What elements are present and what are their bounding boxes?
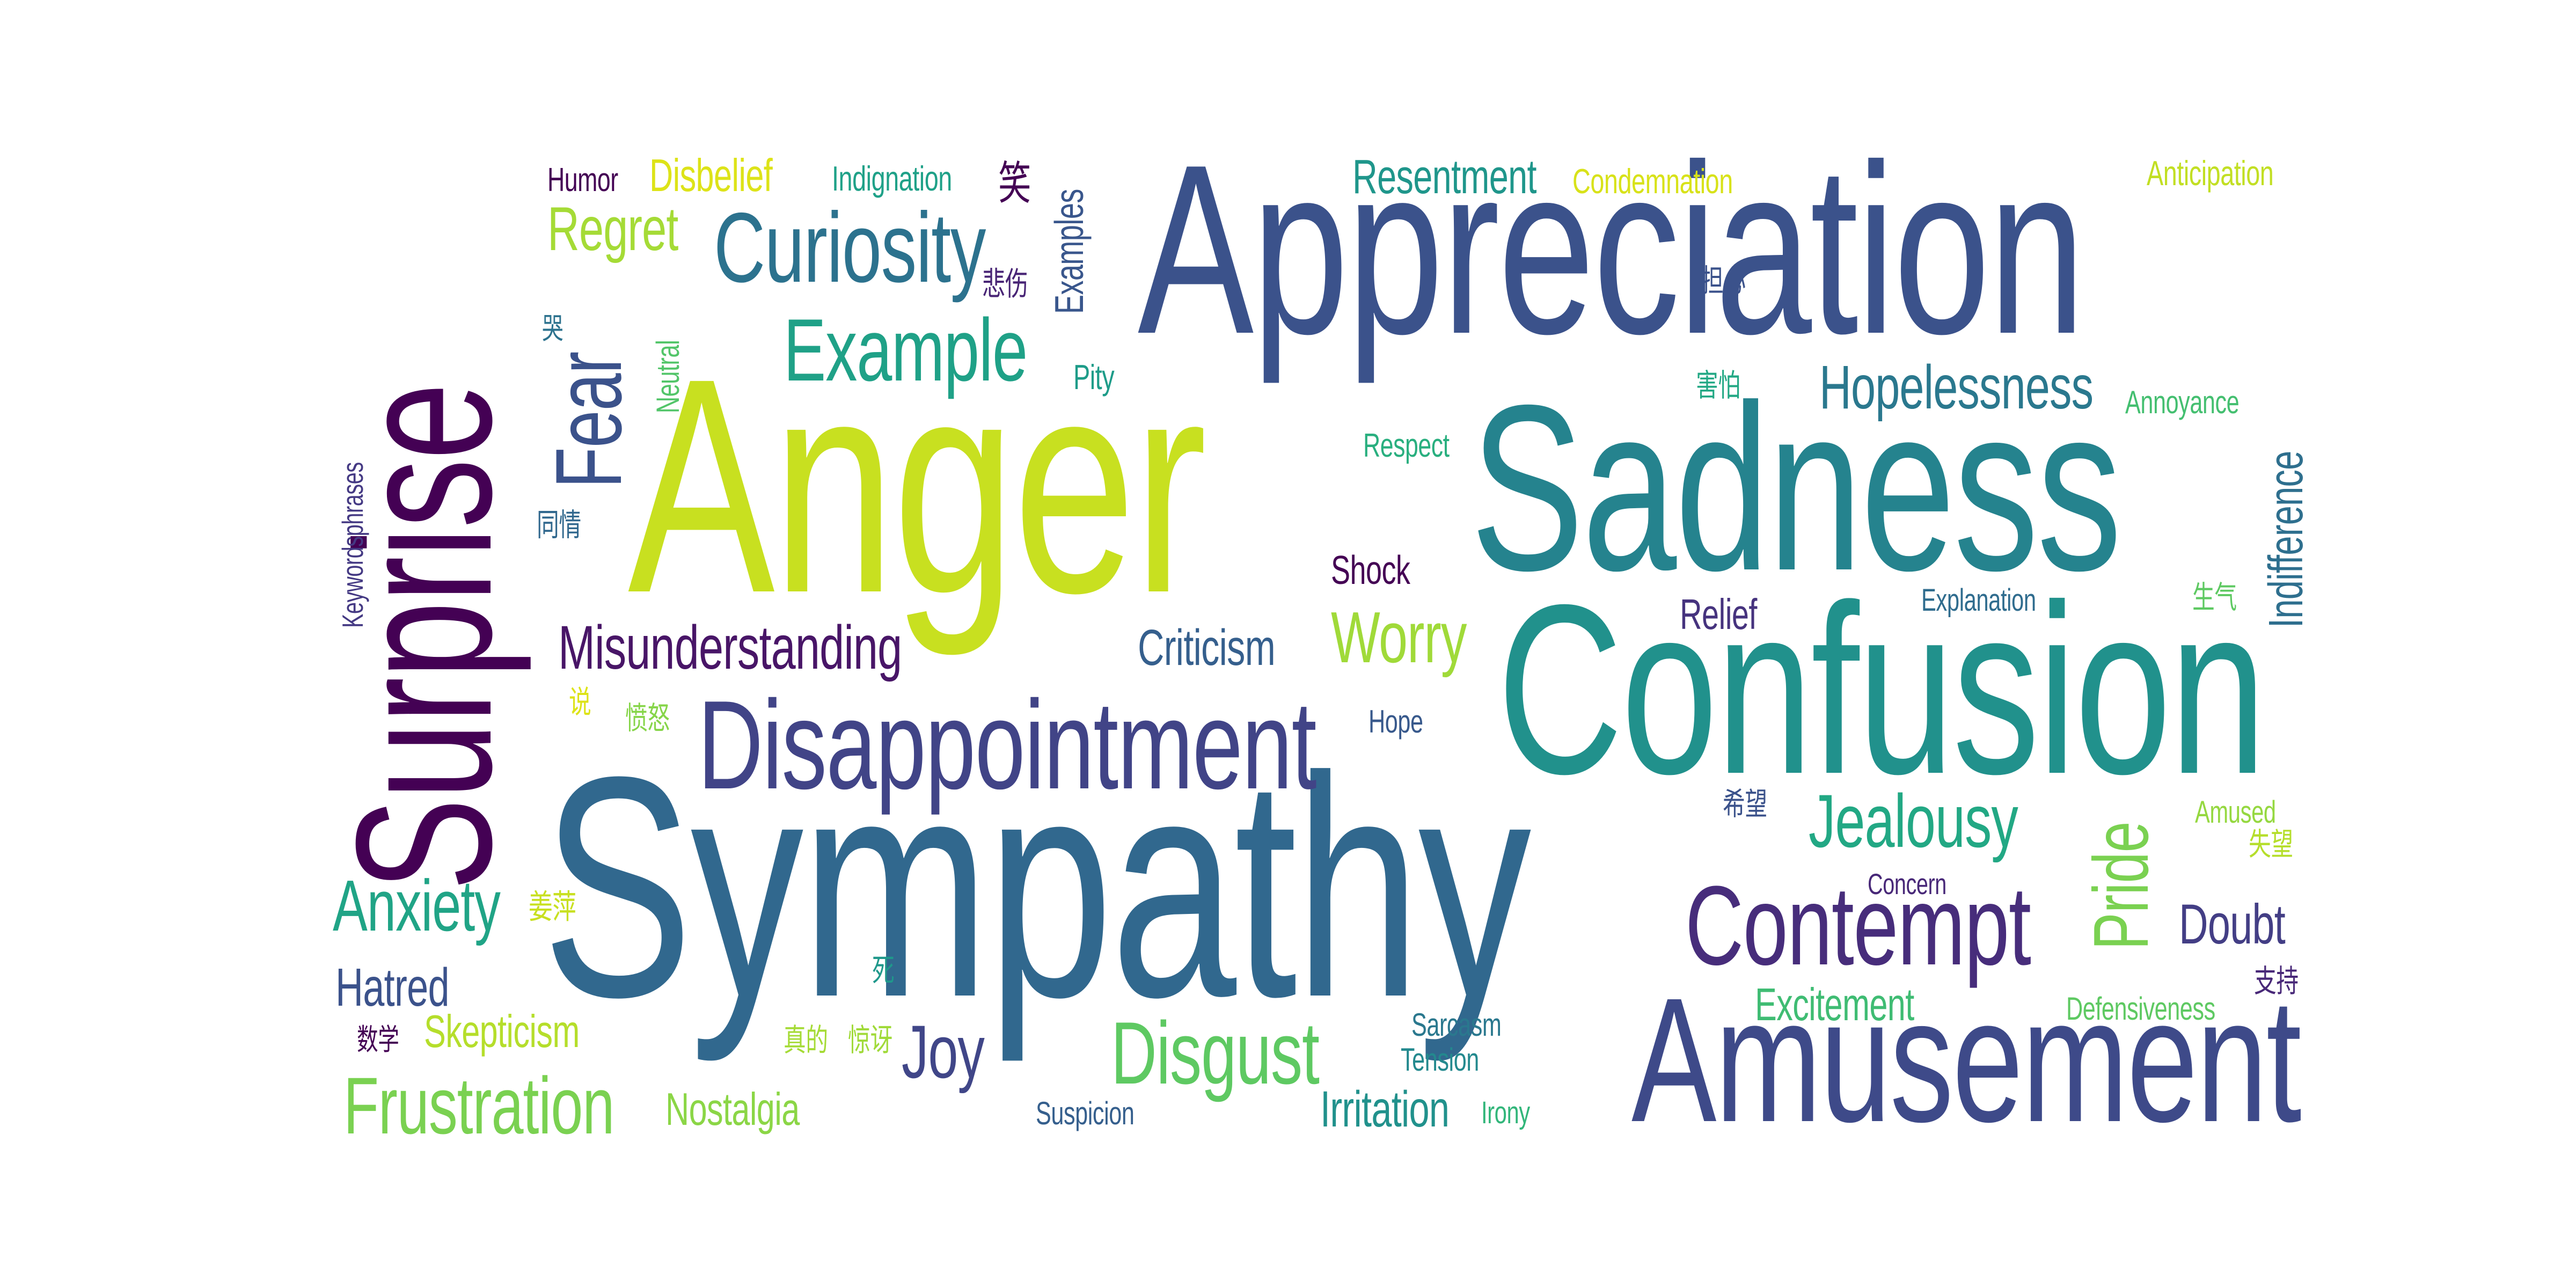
word-hatred: Hatred [335, 957, 450, 1018]
word-worry: Worry [1331, 597, 1467, 678]
word-respect: Respect [1363, 427, 1450, 464]
word-neutral: Neutral [650, 340, 686, 413]
word-condemnation: Condemnation [1572, 162, 1733, 201]
word-amusement: Amusement [1631, 961, 2302, 1159]
word-irritation: Irritation [1320, 1081, 1450, 1138]
word-cjk-si: 死 [872, 953, 895, 988]
word-resentment: Resentment [1352, 150, 1537, 204]
word-surprise: Surprise [316, 384, 532, 891]
word-disbelief: Disbelief [649, 150, 773, 201]
word-explanation: Explanation [1921, 583, 2036, 618]
word-cjk-shuxue: 数学 [357, 1023, 399, 1056]
word-anxiety: Anxiety [333, 865, 501, 946]
word-cjk-jiangping: 姜萍 [529, 889, 576, 926]
word-cjk-shiwang: 失望 [2249, 827, 2293, 862]
word-irony: Irony [1481, 1095, 1530, 1130]
word-frustration: Frustration [343, 1060, 614, 1151]
word-defensiveness: Defensiveness [2066, 991, 2215, 1027]
word-doubt: Doubt [2179, 893, 2286, 956]
word-pride: Pride [2077, 822, 2164, 950]
word-indifference: Indifference [2259, 451, 2313, 628]
word-cjk-danxin: 担心 [1701, 264, 1746, 298]
word-concern: Concern [1868, 867, 1946, 901]
word-hope: Hope [1368, 704, 1423, 740]
word-cjk-zhende: 真的 [784, 1023, 828, 1058]
word-cjk-shengqi: 生气 [2192, 580, 2237, 615]
word-cjk-jingya: 惊讶 [848, 1023, 892, 1058]
word-tension: Tension [1401, 1042, 1479, 1078]
word-joy: Joy [902, 1009, 985, 1094]
word-sympathy: Sympathy [542, 711, 1531, 1062]
word-misunderstanding: Misunderstanding [558, 613, 902, 682]
word-cjk-zhichi: 支持 [2254, 964, 2299, 999]
word-contempt: Contempt [1685, 862, 2031, 989]
word-criticism: Criticism [1138, 619, 1276, 676]
word-suspicion: Suspicion [1036, 1095, 1135, 1131]
word-curiosity: Curiosity [714, 193, 986, 303]
word-nostalgia: Nostalgia [665, 1084, 800, 1135]
word-indignation: Indignation [832, 159, 952, 198]
word-skepticism: Skepticism [424, 1006, 580, 1057]
word-pity: Pity [1073, 357, 1115, 397]
word-cjk-fennu: 愤怒 [625, 701, 670, 736]
word-relief: Relief [1680, 590, 1757, 638]
word-jealousy: Jealousy [1809, 779, 2018, 863]
word-fear: Fear [537, 352, 641, 488]
word-excitement: Excitement [1755, 979, 1914, 1030]
word-hopelessness: Hopelessness [1819, 353, 2094, 422]
word-cjk-beishang: 悲伤 [982, 266, 1028, 302]
word-regret: Regret [547, 195, 678, 264]
word-disgust: Disgust [1111, 1004, 1320, 1102]
word-cjk-xiao: 笑 [998, 158, 1031, 209]
word-disappointment: Disappointment [698, 674, 1317, 815]
word-anger: Anger [628, 314, 1207, 656]
word-cjk-xiwang: 希望 [1723, 787, 1767, 822]
word-sadness: Sadness [1470, 356, 2122, 620]
word-annoyance: Annoyance [2125, 384, 2240, 420]
word-humor: Humor [547, 162, 618, 199]
word-confusion: Confusion [1497, 555, 2266, 824]
word-cjk-haipa: 害怕 [1696, 368, 1740, 403]
word-example: Example [784, 301, 1028, 399]
word-amused: Amused [2195, 795, 2276, 830]
word-cjk-shuo: 说 [569, 685, 591, 720]
word-shock: Shock [1331, 547, 1410, 592]
word-appreciation: Appreciation [1138, 115, 2085, 384]
word-examples: Examples [1046, 189, 1092, 314]
word-cjk-ku: 哭 [542, 312, 564, 345]
word-sarcasm: Sarcasm [1411, 1007, 1502, 1043]
word-keywordsphrases: Keywordsphrases [336, 462, 369, 628]
word-cjk-tongqing: 同情 [537, 508, 581, 543]
word-anticipation: Anticipation [2147, 153, 2274, 193]
